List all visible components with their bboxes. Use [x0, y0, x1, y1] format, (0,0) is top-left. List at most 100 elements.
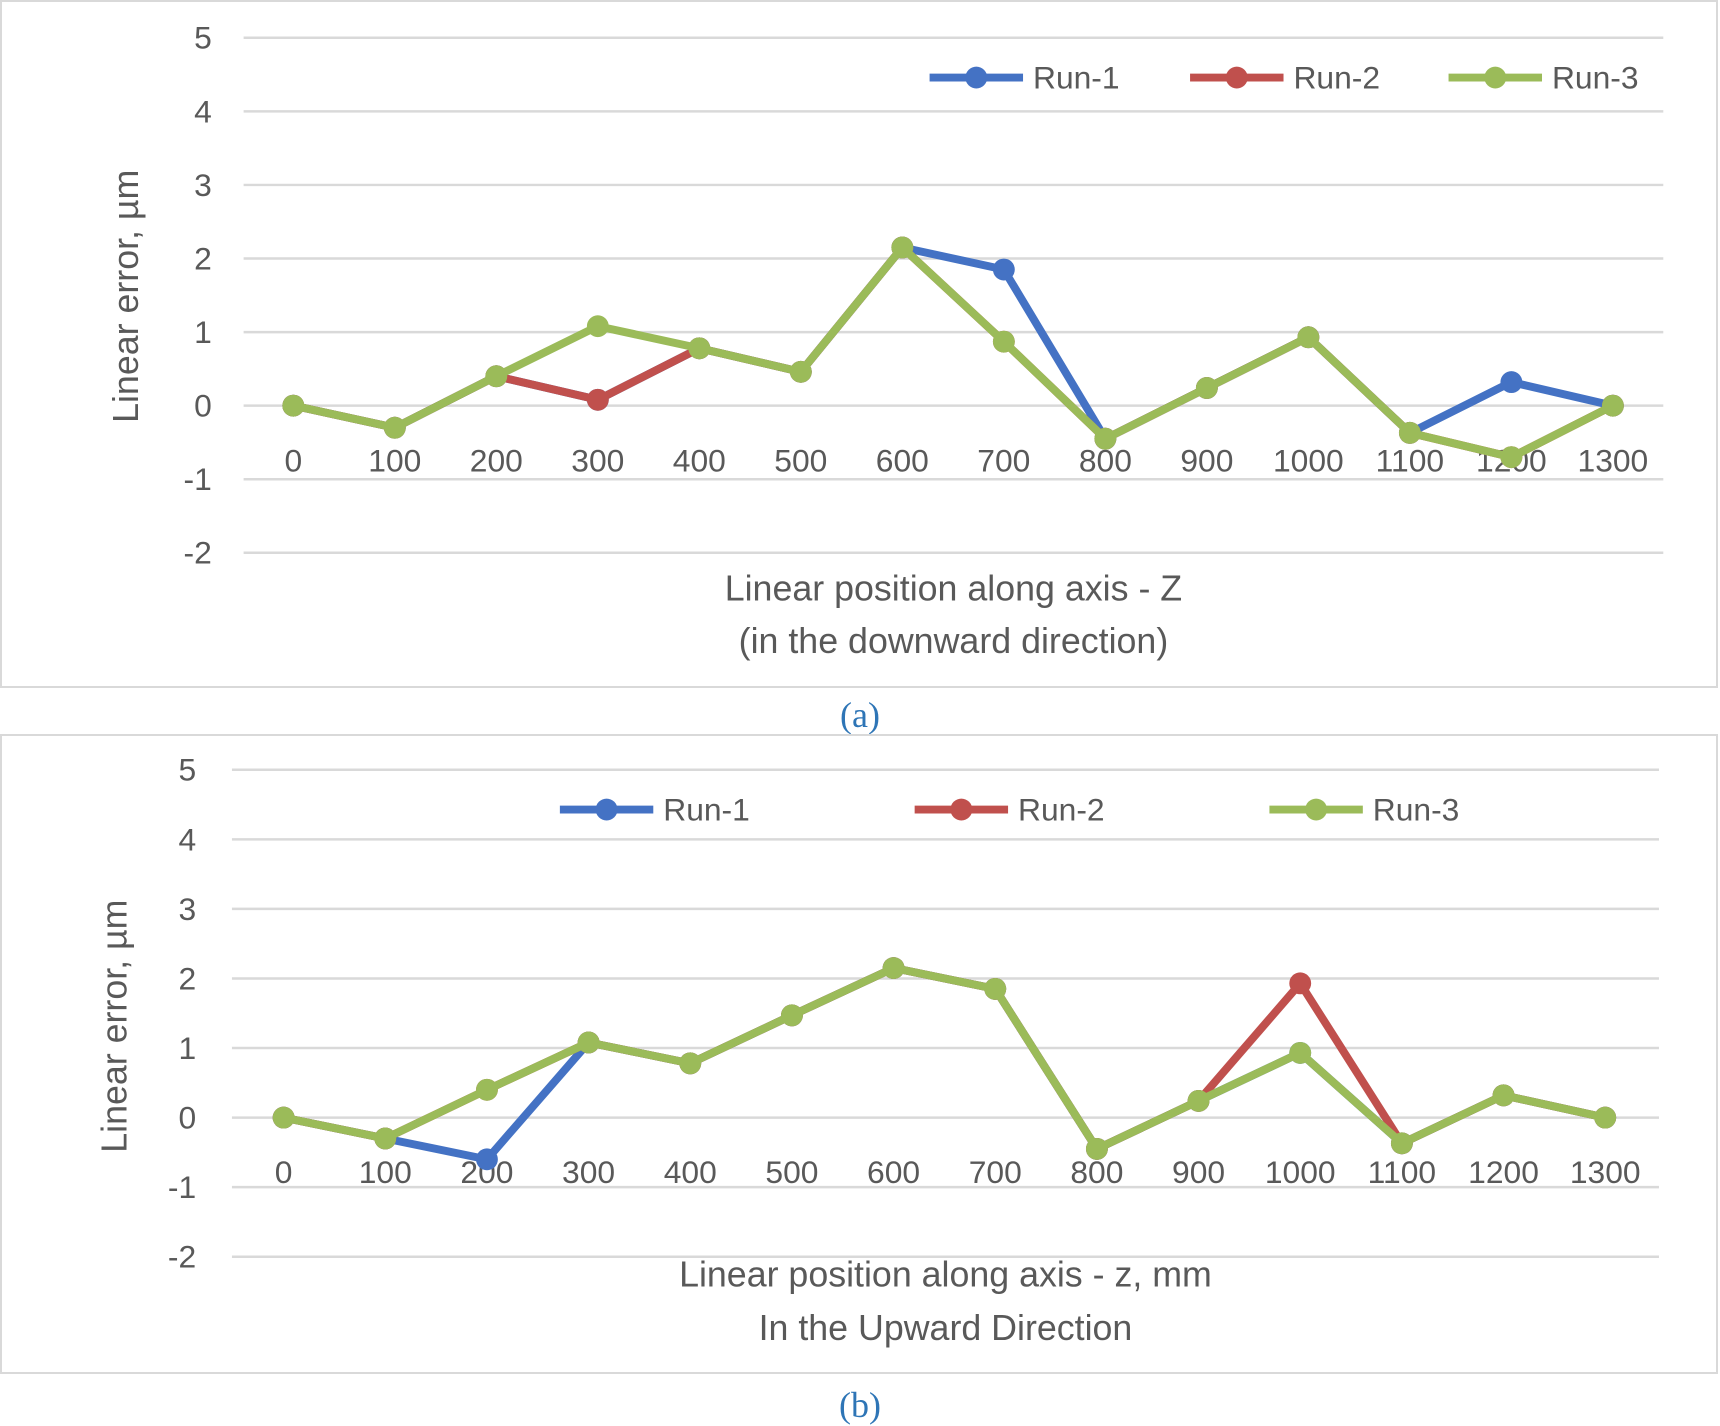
data-point-run-1 — [1500, 371, 1523, 394]
y-tick-label: 0 — [178, 1100, 196, 1136]
y-tick-label: 2 — [178, 960, 196, 996]
legend-item-run-2: Run-2 — [1190, 59, 1380, 95]
y-tick-label: 4 — [178, 821, 196, 857]
x-tick-label: 700 — [977, 442, 1030, 478]
y-tick-label: 5 — [178, 752, 196, 788]
y-tick-label: 3 — [178, 891, 196, 927]
legend-marker — [1484, 66, 1507, 89]
x-tick-label: 400 — [664, 1154, 717, 1190]
legend-label: Run-2 — [1293, 59, 1380, 95]
legend-item-run-2: Run-2 — [914, 791, 1105, 827]
data-point-run-3 — [272, 1106, 295, 1129]
x-tick-label: 500 — [765, 1154, 818, 1190]
x-axis-title: Linear position along axis - z, mm — [679, 1255, 1212, 1295]
data-point-run-1 — [476, 1148, 498, 1171]
data-point-run-3 — [780, 1004, 803, 1027]
legend-label: Run-3 — [1373, 791, 1460, 827]
caption-a: (a) — [840, 695, 880, 735]
legend-marker — [595, 798, 618, 821]
y-tick-label: 1 — [194, 314, 212, 350]
legend-label: Run-3 — [1552, 59, 1639, 95]
legend-item-run-1: Run-1 — [559, 791, 750, 827]
x-tick-label: 1300 — [1578, 442, 1649, 478]
data-point-run-3 — [1195, 377, 1218, 399]
caption-b: (b) — [839, 1385, 881, 1425]
data-point-run-3 — [1094, 427, 1117, 450]
x-tick-label: 700 — [969, 1154, 1022, 1190]
x-tick-label: 800 — [1070, 1154, 1123, 1190]
x-axis-title: In the Upward Direction — [759, 1308, 1133, 1348]
data-point-run-3 — [374, 1127, 397, 1150]
x-tick-label: 1200 — [1468, 1154, 1539, 1190]
data-point-run-3 — [1601, 394, 1624, 417]
y-axis-title: Linear error, µm — [95, 900, 135, 1153]
legend-marker — [1225, 66, 1248, 89]
data-point-run-2 — [1289, 972, 1312, 995]
x-tick-label: 1100 — [1368, 1154, 1436, 1190]
x-tick-label: 400 — [673, 442, 726, 478]
series-line-run-3 — [289, 243, 1617, 462]
y-tick-label: 5 — [194, 20, 212, 56]
data-point-run-3 — [992, 330, 1015, 353]
data-point-run-3 — [1594, 1106, 1617, 1129]
x-tick-label: 100 — [368, 442, 421, 478]
x-tick-label: 200 — [470, 442, 523, 478]
x-tick-label: 1000 — [1273, 442, 1344, 478]
x-tick-label: 0 — [275, 1154, 293, 1190]
data-point-run-3 — [476, 1078, 498, 1101]
data-point-run-3 — [1492, 1084, 1515, 1107]
x-tick-label: 1300 — [1570, 1154, 1641, 1190]
x-tick-label: 1100 — [1376, 442, 1444, 478]
data-point-run-3 — [1500, 446, 1523, 469]
series-line-run-3 — [279, 964, 1610, 1153]
data-point-run-3 — [688, 337, 711, 360]
y-tick-label: 4 — [194, 93, 212, 129]
x-tick-label: 0 — [284, 442, 302, 478]
y-tick-label: -2 — [184, 535, 212, 571]
x-tick-label: 500 — [774, 442, 827, 478]
legend-marker — [965, 66, 988, 89]
legend-label: Run-1 — [1033, 59, 1120, 95]
data-point-run-3 — [1289, 1041, 1312, 1064]
legend-label: Run-1 — [663, 791, 750, 827]
legend-marker — [950, 798, 973, 821]
y-tick-label: -1 — [184, 461, 212, 497]
data-point-run-3 — [1297, 326, 1320, 349]
x-tick-label: 300 — [562, 1154, 615, 1190]
x-axis-title: (in the downward direction) — [739, 621, 1169, 661]
data-point-run-3 — [1398, 421, 1421, 444]
x-tick-label: 100 — [359, 1154, 412, 1190]
data-point-run-3 — [679, 1052, 702, 1075]
data-point-run-3 — [1390, 1132, 1413, 1155]
x-tick-label: 1000 — [1265, 1154, 1336, 1190]
data-point-run-3 — [282, 394, 305, 417]
data-point-run-2 — [586, 388, 609, 411]
x-tick-label: 600 — [867, 1154, 920, 1190]
data-point-run-1 — [992, 258, 1015, 281]
x-tick-label: 900 — [1172, 1154, 1225, 1190]
y-tick-label: -2 — [168, 1239, 196, 1275]
legend-item-run-3: Run-3 — [1269, 791, 1459, 827]
chart-panel-b: 5 4 3 2 1 0 -1 -2 0 100 200 300 400 500 600 700 800 900 10… — [0, 734, 1718, 1374]
x-tick-label: 300 — [571, 442, 624, 478]
data-point-run-3 — [485, 365, 508, 388]
y-tick-label: 2 — [194, 240, 212, 276]
series-line-run-1 — [279, 964, 1610, 1164]
y-tick-label: 1 — [178, 1030, 196, 1066]
data-point-run-3 — [882, 957, 905, 979]
data-point-run-3 — [984, 977, 1007, 1000]
legend-marker — [1305, 798, 1328, 821]
data-point-run-3 — [1085, 1137, 1108, 1160]
legend-label: Run-2 — [1018, 791, 1105, 827]
data-point-run-3 — [383, 416, 406, 439]
data-point-run-3 — [1187, 1089, 1210, 1112]
series-line-run-1 — [289, 243, 1617, 443]
y-tick-label: -1 — [168, 1169, 196, 1205]
series-line-run-2 — [279, 964, 1610, 1153]
legend-item-run-3: Run-3 — [1448, 59, 1639, 95]
legend-item-run-1: Run-1 — [929, 59, 1120, 95]
y-tick-label: 0 — [194, 388, 212, 424]
data-point-run-3 — [577, 1031, 600, 1054]
x-tick-label: 600 — [876, 442, 929, 478]
